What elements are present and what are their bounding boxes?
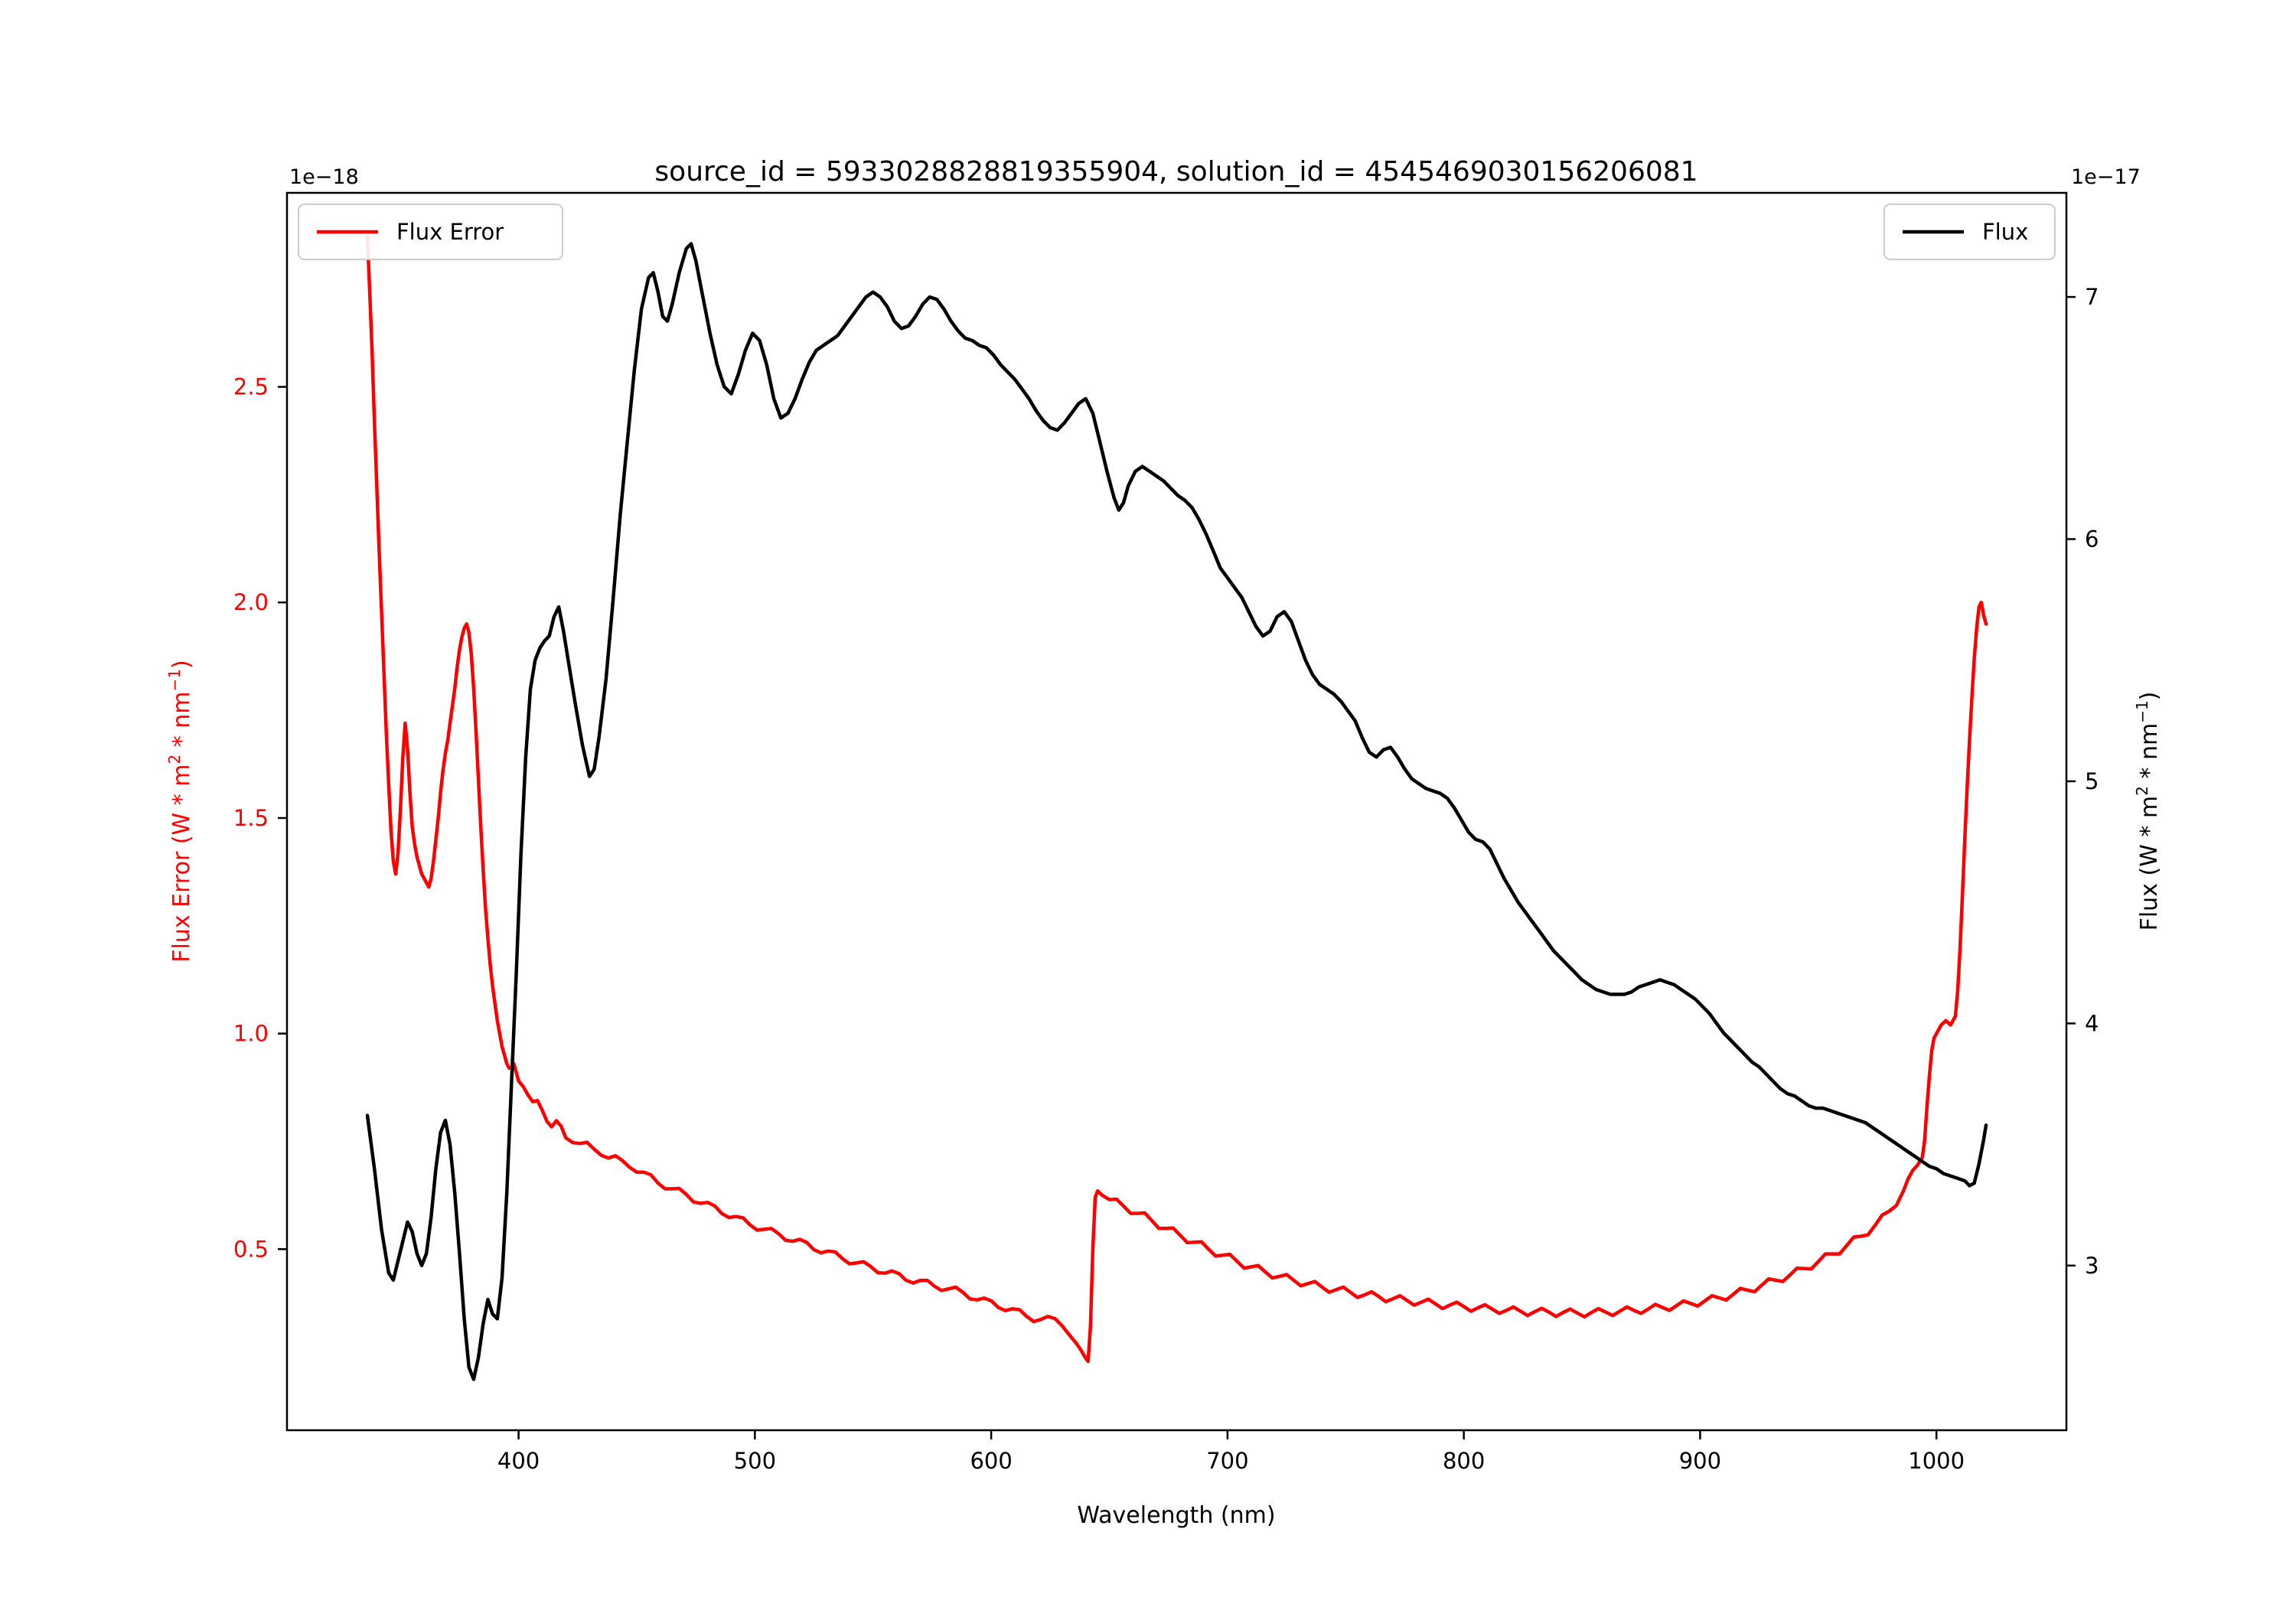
legend-flux-label: Flux [1982,219,2028,245]
x-tick-label: 1000 [1908,1448,1965,1474]
legend-flux-error-label: Flux Error [396,219,504,245]
y-left-tick-label: 2.0 [233,589,269,615]
x-tick-label: 700 [1206,1448,1248,1474]
y-right-axis-label: Flux (W * m2 * nm−1) [2133,692,2163,931]
y-right-tick-label: 5 [2085,768,2099,794]
x-tick-label: 900 [1679,1448,1721,1474]
legend-flux-error: Flux Error [298,204,563,260]
axes-frame [285,191,2068,1432]
y-left-axis-label: Flux Error (W * m2 * nm−1) [165,660,195,962]
y-left-tick-label: 1.5 [233,805,269,831]
y-right-tick-label: 4 [2085,1010,2099,1036]
x-axis-label: Wavelength (nm) [1077,1502,1275,1529]
y-left-tick-label: 1.0 [233,1021,269,1047]
legend-flux: Flux [1883,204,2056,260]
y-left-tick-label: 0.5 [233,1236,269,1262]
legend-flux-box [1883,204,2056,260]
flux-line [365,242,1988,1381]
chart-title: source_id = 5933028828819355904, solutio… [654,156,1698,187]
right-axis-offset-text: 1e−17 [2071,165,2141,189]
y-right-tick-label: 7 [2085,284,2099,310]
x-tick-label: 500 [734,1448,776,1474]
y-right-tick-label: 6 [2085,526,2099,553]
x-tick-label: 600 [970,1448,1012,1474]
left-axis-offset-text: 1e−18 [289,165,359,189]
y-right-tick-label: 3 [2085,1253,2099,1279]
x-tick-label: 800 [1443,1448,1485,1474]
flux-error-line [365,234,1988,1364]
x-tick-label: 400 [497,1448,540,1474]
legend-flux-error-box [298,204,563,260]
y-left-tick-label: 2.5 [233,374,269,400]
